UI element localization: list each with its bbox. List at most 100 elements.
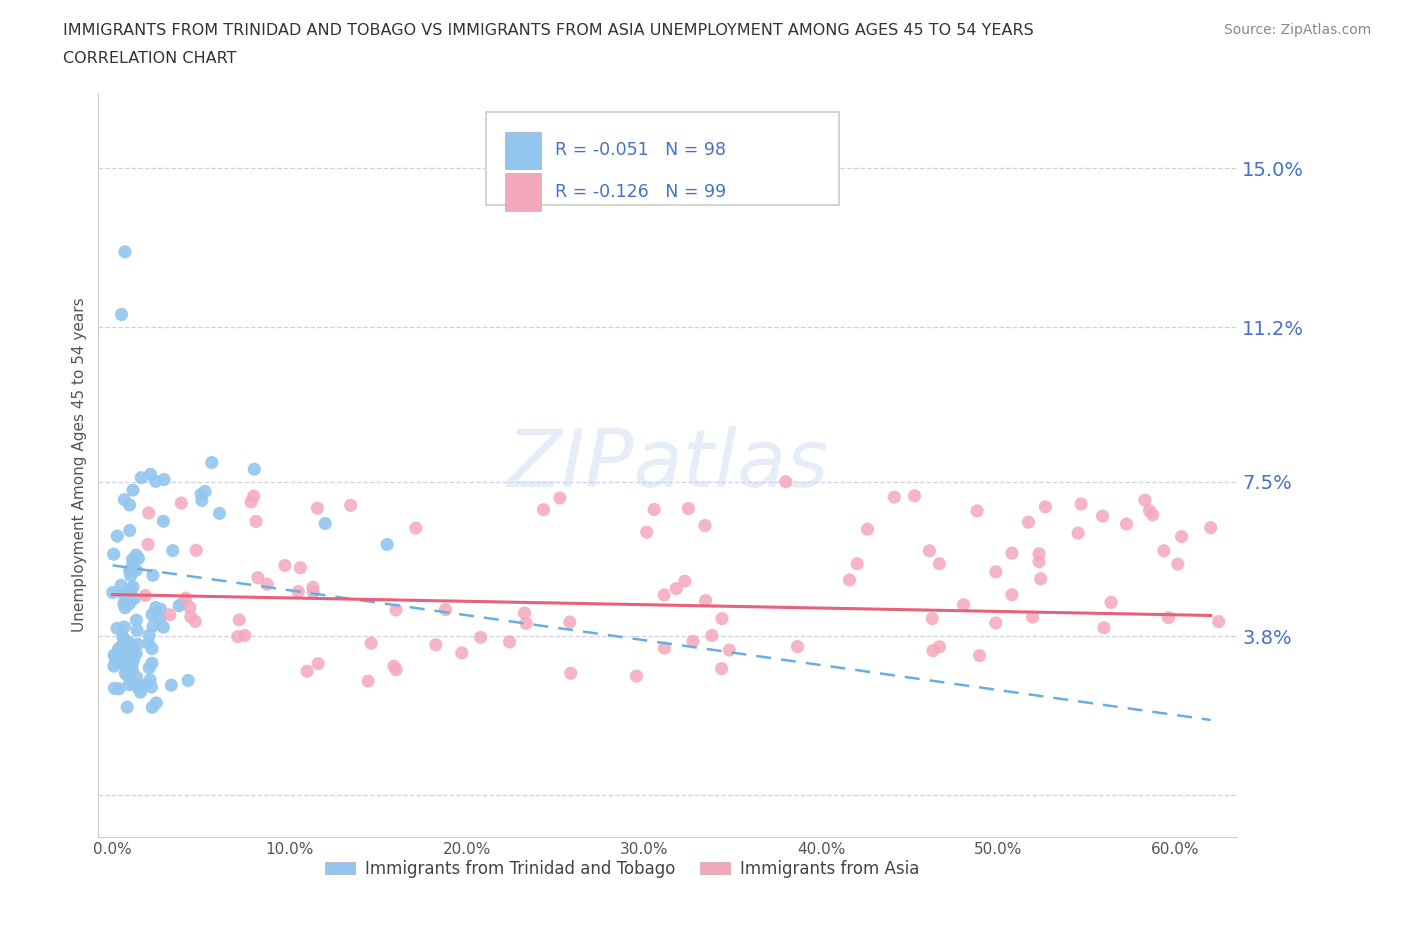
Point [652, 588, 675, 603]
Point [153, 472, 176, 487]
Point [110, 578, 132, 592]
Point [129, 684, 152, 699]
Point [103, 681, 125, 696]
Point [360, 636, 382, 651]
Point [152, 513, 174, 528]
Text: Source: ZipAtlas.com: Source: ZipAtlas.com [1223, 23, 1371, 37]
Point [110, 307, 132, 322]
Point [120, 649, 142, 664]
Point [125, 563, 148, 578]
Point [134, 588, 156, 603]
Point [208, 506, 231, 521]
FancyBboxPatch shape [505, 132, 541, 169]
Point [105, 528, 128, 543]
Point [122, 676, 145, 691]
Point [111, 630, 134, 644]
Point [108, 682, 131, 697]
Point [1139, 503, 1161, 518]
Point [145, 600, 167, 615]
Point [186, 543, 208, 558]
Point [357, 673, 380, 688]
Point [434, 603, 457, 618]
Point [184, 614, 207, 629]
Point [405, 521, 427, 536]
Point [141, 700, 163, 715]
Point [101, 585, 124, 600]
Point [1092, 620, 1115, 635]
Point [124, 591, 146, 605]
Point [1167, 557, 1189, 572]
Point [1199, 520, 1222, 535]
Point [110, 640, 132, 655]
Point [1133, 493, 1156, 508]
Point [883, 490, 905, 505]
Point [159, 607, 181, 622]
Point [856, 522, 879, 537]
Point [114, 666, 136, 681]
Point [121, 639, 143, 654]
Point [1091, 509, 1114, 524]
Point [425, 637, 447, 652]
Point [1157, 610, 1180, 625]
Point [103, 647, 125, 662]
Point [103, 658, 125, 673]
Point [112, 658, 135, 672]
Point [138, 628, 160, 643]
Point [127, 637, 149, 652]
Point [104, 649, 127, 664]
Point [122, 653, 145, 668]
Point [1017, 515, 1039, 530]
Point [643, 502, 665, 517]
Point [626, 669, 648, 684]
Point [121, 647, 143, 662]
Point [112, 631, 135, 646]
Point [117, 634, 139, 649]
Point [112, 587, 135, 602]
Point [665, 581, 688, 596]
Point [242, 489, 264, 504]
Point [928, 639, 950, 654]
Point [693, 518, 716, 533]
Point [139, 467, 162, 482]
Point [170, 496, 193, 511]
Point [118, 596, 141, 611]
Point [138, 636, 160, 651]
Point [162, 543, 184, 558]
Point [246, 570, 269, 585]
Point [145, 474, 167, 489]
Point [1208, 614, 1230, 629]
Point [118, 498, 141, 512]
Point [307, 657, 329, 671]
Point [307, 500, 329, 515]
Point [226, 630, 249, 644]
Point [145, 696, 167, 711]
Point [118, 641, 141, 656]
Point [180, 609, 202, 624]
Point [125, 646, 148, 661]
Point [245, 514, 267, 529]
Point [118, 652, 141, 667]
Point [243, 461, 266, 476]
Point [141, 656, 163, 671]
Point [700, 628, 723, 643]
Point [385, 603, 408, 618]
Point [201, 455, 224, 470]
Point [125, 613, 148, 628]
Point [114, 601, 136, 616]
Point [375, 537, 398, 551]
Text: IMMIGRANTS FROM TRINIDAD AND TOBAGO VS IMMIGRANTS FROM ASIA UNEMPLOYMENT AMONG A: IMMIGRANTS FROM TRINIDAD AND TOBAGO VS I… [63, 23, 1033, 38]
Point [339, 498, 361, 512]
Point [114, 245, 136, 259]
Point [786, 639, 808, 654]
Point [128, 679, 150, 694]
Point [141, 607, 163, 622]
Point [515, 616, 537, 631]
Point [127, 680, 149, 695]
Point [314, 516, 336, 531]
Point [1001, 588, 1024, 603]
Point [1142, 508, 1164, 523]
Point [103, 547, 125, 562]
Point [1067, 525, 1090, 540]
Point [560, 666, 582, 681]
Point [928, 556, 950, 571]
